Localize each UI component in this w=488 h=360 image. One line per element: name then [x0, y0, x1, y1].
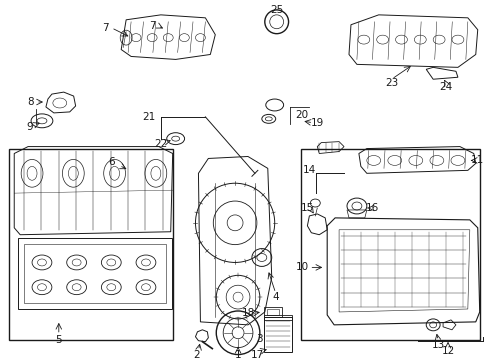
- Bar: [263, 307, 281, 317]
- Text: 9: 9: [27, 122, 33, 132]
- Text: 1: 1: [234, 350, 241, 360]
- Text: 25: 25: [269, 5, 283, 15]
- Text: 19: 19: [310, 118, 323, 128]
- Text: 23: 23: [384, 78, 397, 88]
- Bar: [24, 244, 165, 303]
- Text: 3: 3: [256, 334, 263, 344]
- Bar: [266, 309, 278, 315]
- Text: 14: 14: [302, 165, 315, 175]
- Text: 5: 5: [55, 335, 62, 345]
- Text: 15: 15: [300, 203, 313, 213]
- Bar: [9, 149, 172, 340]
- Text: 13: 13: [430, 339, 444, 350]
- Text: 2: 2: [193, 350, 200, 360]
- Text: 17: 17: [251, 350, 264, 360]
- Bar: [18, 238, 171, 309]
- Text: 10: 10: [295, 262, 308, 273]
- Text: 7: 7: [149, 21, 156, 31]
- Text: 8: 8: [27, 97, 33, 107]
- Text: 7: 7: [102, 23, 108, 33]
- Bar: [263, 315, 291, 320]
- Bar: [263, 317, 291, 352]
- Text: 22: 22: [154, 139, 167, 149]
- Text: 16: 16: [366, 203, 379, 213]
- Text: 6: 6: [108, 157, 114, 167]
- Text: 11: 11: [470, 156, 484, 166]
- Text: 21: 21: [142, 112, 155, 122]
- Text: 12: 12: [441, 346, 454, 356]
- Text: 18: 18: [241, 308, 254, 318]
- Bar: [301, 149, 479, 340]
- Text: 4: 4: [272, 292, 279, 302]
- Text: 24: 24: [439, 82, 452, 92]
- Text: 20: 20: [294, 110, 307, 120]
